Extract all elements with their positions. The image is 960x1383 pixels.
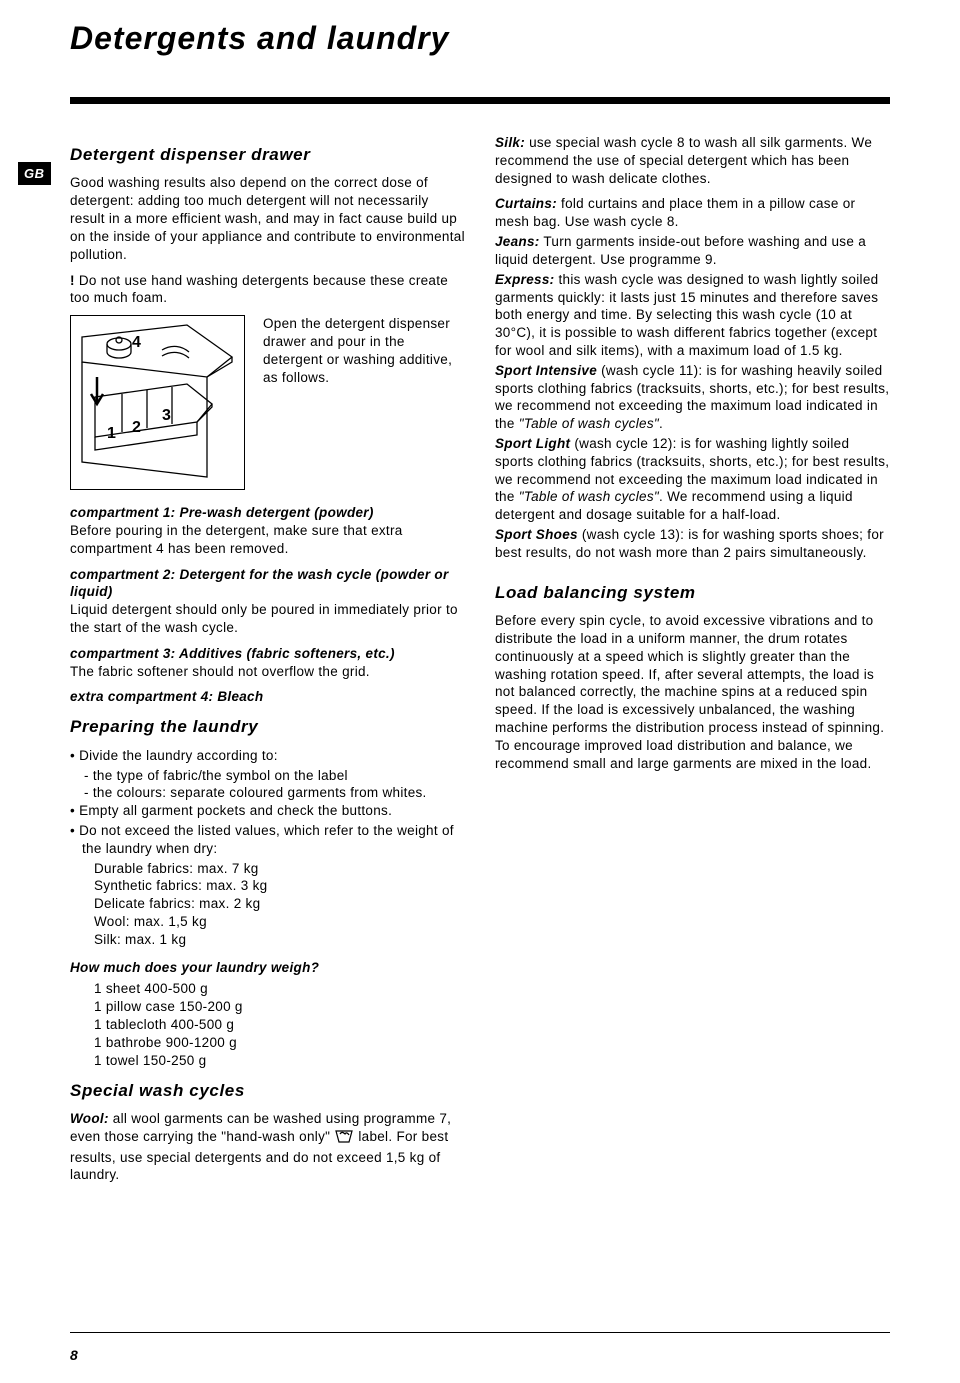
list-sub-item: the colours: separate coloured garments …: [94, 784, 465, 802]
page-title: Detergents and laundry: [0, 0, 960, 57]
wool-label: Wool:: [70, 1111, 109, 1126]
section-heading: Detergent dispenser drawer: [70, 144, 465, 166]
right-column: Silk: use special wash cycle 8 to wash a…: [495, 134, 890, 1192]
express-label: Express:: [495, 272, 554, 287]
compartment-2: compartment 2: Detergent for the wash cy…: [70, 566, 465, 637]
footer-rule: [70, 1332, 890, 1333]
drawer-label-4: 4: [132, 334, 141, 351]
sport-light-paragraph: Sport Light (wash cycle 12): is for wash…: [495, 435, 890, 524]
silk-text: use special wash cycle 8 to wash all sil…: [495, 135, 872, 186]
period: .: [659, 416, 663, 431]
compartment-3-text: The fabric softener should not overflow …: [70, 664, 370, 679]
weight-line: Silk: max. 1 kg: [94, 931, 465, 949]
table-ref: "Table of wash cycles": [519, 416, 659, 431]
drawer-caption: Open the detergent dispenser drawer and …: [263, 315, 465, 386]
section-heading: Load balancing system: [495, 582, 890, 604]
list-item: Empty all garment pockets and check the …: [82, 802, 465, 820]
wool-paragraph: Wool: all wool garments can be washed us…: [70, 1110, 465, 1184]
page-number: 8: [70, 1347, 78, 1363]
load-balancing-text: Before every spin cycle, to avoid excess…: [495, 612, 890, 772]
warning-paragraph: Do not use hand washing detergents becau…: [70, 272, 465, 308]
weight-line: Wool: max. 1,5 kg: [94, 913, 465, 931]
express-paragraph: Express: this wash cycle was designed to…: [495, 271, 890, 360]
list-sub-item: the type of fabric/the symbol on the lab…: [94, 767, 465, 785]
weigh-line: 1 tablecloth 400-500 g: [94, 1016, 465, 1034]
curtains-label: Curtains:: [495, 196, 557, 211]
weight-line: Delicate fabrics: max. 2 kg: [94, 895, 465, 913]
list-item: Do not exceed the listed values, which r…: [82, 822, 465, 858]
language-tag: GB: [18, 162, 51, 185]
silk-label: Silk:: [495, 135, 525, 150]
curtains-paragraph: Curtains: fold curtains and place them i…: [495, 195, 890, 231]
preparing-list: Divide the laundry according to: the typ…: [70, 747, 465, 949]
compartment-4-head: extra compartment 4: Bleach: [70, 688, 465, 706]
left-column: Detergent dispenser drawer Good washing …: [40, 134, 465, 1192]
compartment-2-head: compartment 2: Detergent for the wash cy…: [70, 567, 449, 600]
compartment-2-text: Liquid detergent should only be poured i…: [70, 602, 458, 635]
handwash-icon: [334, 1128, 354, 1149]
drawer-label-3: 3: [162, 407, 171, 424]
horizontal-rule-thick: [70, 97, 890, 104]
jeans-label: Jeans:: [495, 234, 540, 249]
compartment-3-head: compartment 3: Additives (fabric softene…: [70, 646, 395, 661]
sport-shoes-label: Sport Shoes: [495, 527, 578, 542]
drawer-figure-row: 4 1 2 3 Open the detergent dispenser dra…: [70, 315, 465, 490]
weigh-heading: How much does your laundry weigh?: [70, 959, 465, 977]
weight-line: Synthetic fabrics: max. 3 kg: [94, 877, 465, 895]
weigh-line: 1 pillow case 150-200 g: [94, 998, 465, 1016]
drawer-label-1: 1: [107, 425, 116, 442]
compartment-3: compartment 3: Additives (fabric softene…: [70, 645, 465, 681]
sport-shoes-paragraph: Sport Shoes (wash cycle 13): is for wash…: [495, 526, 890, 562]
list-item: Divide the laundry according to:: [82, 747, 465, 765]
weigh-line: 1 towel 150-250 g: [94, 1052, 465, 1070]
sport-light-label: Sport Light: [495, 436, 570, 451]
drawer-svg: 4 1 2 3: [77, 322, 237, 482]
content-columns: Detergent dispenser drawer Good washing …: [0, 134, 960, 1192]
sport-intensive-paragraph: Sport Intensive (wash cycle 11): is for …: [495, 362, 890, 433]
section-heading: Special wash cycles: [70, 1080, 465, 1102]
silk-paragraph: Silk: use special wash cycle 8 to wash a…: [495, 134, 890, 187]
weight-line: Durable fabrics: max. 7 kg: [94, 860, 465, 878]
paragraph: Good washing results also depend on the …: [70, 174, 465, 263]
weigh-line: 1 sheet 400-500 g: [94, 980, 465, 998]
compartment-1: compartment 1: Pre-wash detergent (powde…: [70, 504, 465, 557]
sport-intensive-label: Sport Intensive: [495, 363, 597, 378]
weigh-line: 1 bathrobe 900-1200 g: [94, 1034, 465, 1052]
compartment-1-text: Before pouring in the detergent, make su…: [70, 523, 403, 556]
drawer-diagram: 4 1 2 3: [70, 315, 245, 490]
compartment-1-head: compartment 1: Pre-wash detergent (powde…: [70, 505, 374, 520]
jeans-paragraph: Jeans: Turn garments inside-out before w…: [495, 233, 890, 269]
section-heading: Preparing the laundry: [70, 716, 465, 738]
jeans-text: Turn garments inside-out before washing …: [495, 234, 866, 267]
table-ref-2: "Table of wash cycles": [519, 489, 659, 504]
drawer-label-2: 2: [132, 419, 141, 436]
